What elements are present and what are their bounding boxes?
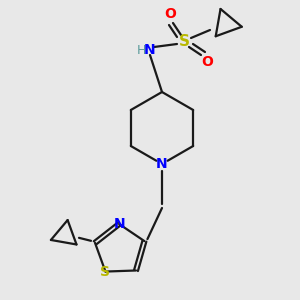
Text: S: S [100, 265, 110, 279]
Text: N: N [144, 43, 156, 57]
Text: N: N [113, 217, 125, 231]
Text: O: O [201, 55, 213, 69]
Text: S: S [178, 34, 190, 50]
Text: H: H [136, 44, 146, 56]
Text: N: N [156, 157, 168, 171]
Text: O: O [164, 7, 176, 21]
